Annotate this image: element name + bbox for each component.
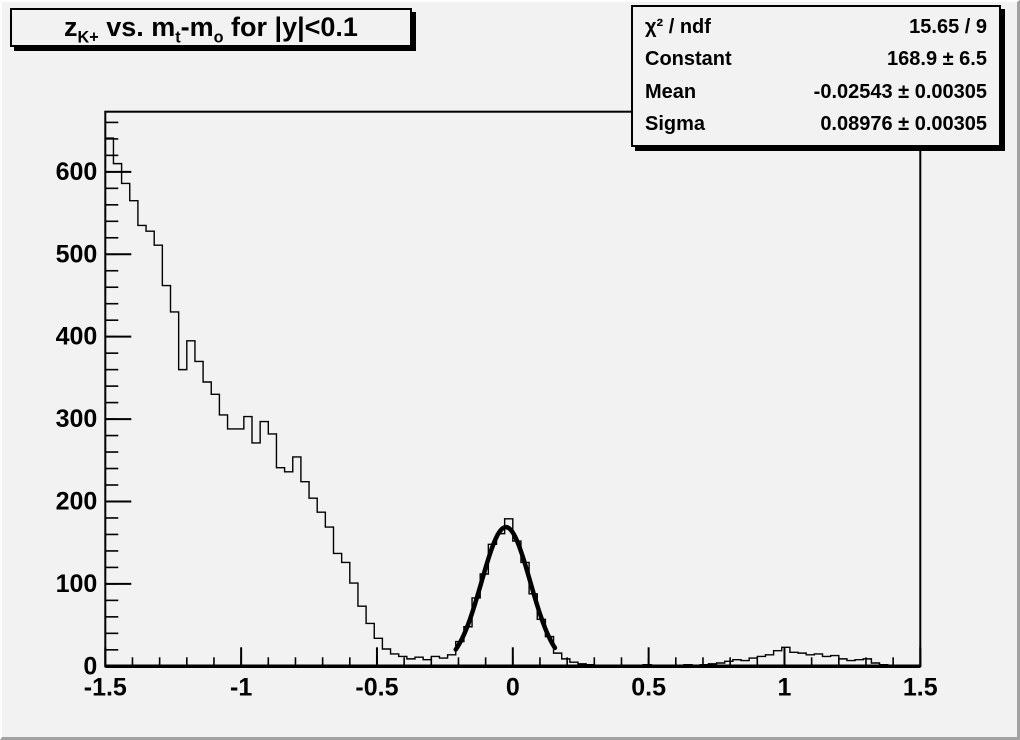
stat-label: Constant [645, 48, 732, 71]
y-tick-label: 500 [56, 240, 98, 268]
y-tick-label: 200 [56, 487, 98, 515]
stat-value: 168.9 ± 6.5 [887, 48, 987, 71]
y-tick-label: 0 [83, 652, 97, 680]
stats-box: χ² / ndf 15.65 / 9 Constant 168.9 ± 6.5 … [631, 5, 1001, 147]
x-tick-label: -1 [230, 673, 252, 701]
y-tick-label: 600 [56, 158, 98, 186]
x-tick-label: 1 [778, 673, 792, 701]
y-tick-label: 300 [56, 405, 98, 433]
y-tick-label: 100 [56, 570, 98, 598]
stat-label: Sigma [645, 112, 706, 135]
x-tick-label: -1.5 [84, 673, 127, 701]
y-tick-label: 400 [56, 323, 98, 351]
stat-value: 0.08976 ± 0.00305 [820, 112, 987, 135]
stat-value: -0.02543 ± 0.00305 [813, 80, 987, 103]
histogram-steps [104, 137, 921, 667]
title-box: zK+ vs. mt-mo for |y|<0.1 [10, 8, 412, 47]
stats-row-constant: Constant 168.9 ± 6.5 [633, 44, 999, 75]
x-tick-label: -0.5 [355, 673, 398, 701]
stat-label: χ² / ndf [645, 16, 711, 38]
stats-row-chi2: χ² / ndf 15.65 / 9 [633, 12, 999, 43]
title-text: zK+ vs. mt-mo for |y|<0.1 [64, 12, 358, 47]
x-tick-label: 0.5 [631, 673, 666, 701]
x-tick-label: 1.5 [903, 673, 938, 701]
axis-frame [104, 110, 922, 668]
stat-value: 15.65 / 9 [909, 16, 987, 38]
stat-label: Mean [645, 80, 697, 103]
x-tick-label: 0 [506, 673, 520, 701]
fit-curve [453, 524, 558, 652]
stats-row-mean: Mean -0.02543 ± 0.00305 [633, 77, 999, 108]
stats-row-sigma: Sigma 0.08976 ± 0.00305 [633, 109, 999, 140]
